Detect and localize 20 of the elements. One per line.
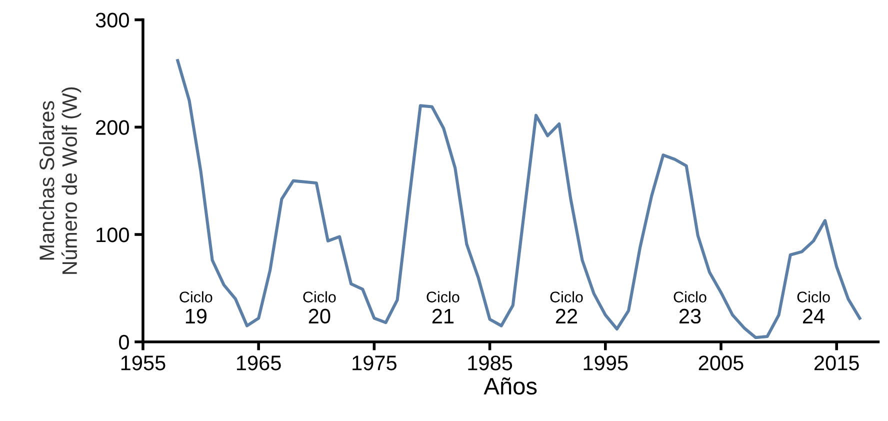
line-series — [176, 59, 862, 340]
annotation: Ciclo 21 — [426, 291, 460, 324]
y-tick-label: 300 — [96, 12, 129, 28]
x-tick-label: 1985 — [468, 356, 512, 370]
annotation: Ciclo 23 — [674, 291, 706, 324]
x-tick-label: 1975 — [352, 356, 396, 370]
x-tick-label: 2015 — [814, 356, 859, 370]
y-tick-label: 100 — [96, 228, 129, 242]
y-tick-label: 0 — [119, 334, 129, 350]
annotation: Ciclo 24 — [797, 291, 830, 324]
y-tick-label: 200 — [96, 120, 129, 135]
x-tick-label: 1955 — [121, 356, 166, 370]
x-tick-label: 1995 — [584, 356, 628, 370]
x-tick-label: 2005 — [698, 356, 744, 370]
x-axis-title: Años — [484, 377, 537, 395]
y-axis-title: Manchas Solares Número de Wolf (W) — [38, 87, 82, 274]
annotation: Ciclo 22 — [550, 291, 583, 324]
annotation: Ciclo 19 — [180, 291, 212, 324]
x-tick-label: 1965 — [236, 356, 281, 370]
annotation: Ciclo 20 — [303, 291, 336, 324]
